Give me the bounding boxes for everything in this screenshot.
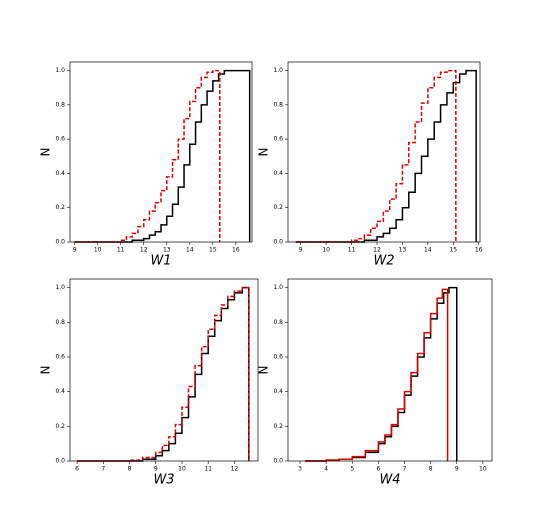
y-tick-label: 0.6 — [55, 136, 65, 143]
x-axis-label: W1 — [150, 254, 171, 269]
y-tick-label: 0.2 — [273, 204, 283, 211]
y-tick-label: 1.0 — [55, 284, 65, 291]
x-tick-label: 11 — [117, 247, 125, 254]
y-tick-label: 0.0 — [273, 239, 283, 246]
x-tick-label: 11 — [348, 247, 356, 254]
x-tick-label: 11 — [204, 466, 212, 473]
y-tick-label: 0.4 — [273, 388, 283, 395]
cumulative-line — [305, 288, 449, 462]
x-tick-label: 12 — [140, 247, 148, 254]
cumulative-line — [74, 69, 221, 243]
x-tick-label: 15 — [209, 247, 217, 254]
y-tick-label: 0.2 — [55, 204, 65, 211]
x-tick-label: 16 — [475, 247, 483, 254]
x-tick-label: 9 — [455, 466, 459, 473]
y-axis-label: N — [257, 366, 271, 375]
cumulative-line — [77, 286, 250, 462]
x-tick-label: 9 — [299, 247, 303, 254]
y-tick-label: 1.0 — [273, 67, 283, 74]
y-tick-label: 0.6 — [273, 354, 283, 361]
cumulative-line — [77, 286, 250, 462]
axes-frame — [69, 278, 259, 462]
x-tick-label: 14 — [424, 247, 432, 254]
cumulative-line — [295, 69, 457, 243]
y-tick-label: 0.0 — [55, 239, 65, 246]
x-tick-label: 12 — [373, 247, 381, 254]
y-tick-label: 0.0 — [55, 458, 65, 465]
y-tick-label: 0.4 — [273, 170, 283, 177]
x-tick-label: 13 — [163, 247, 171, 254]
x-tick-label: 6 — [75, 466, 79, 473]
x-tick-label: 10 — [94, 247, 102, 254]
cumulative-line — [295, 69, 477, 243]
x-tick-label: 7 — [403, 466, 407, 473]
axes-frame — [287, 278, 493, 462]
x-tick-label: 13 — [399, 247, 407, 254]
x-tick-label: 9 — [154, 466, 158, 473]
y-tick-label: 0.6 — [273, 136, 283, 143]
y-tick-label: 0.2 — [273, 423, 283, 430]
y-tick-label: 0.0 — [273, 458, 283, 465]
y-tick-label: 0.4 — [55, 170, 65, 177]
x-tick-label: 8 — [128, 466, 132, 473]
x-tick-label: 6 — [376, 466, 380, 473]
cumulative-line — [74, 69, 251, 243]
y-tick-label: 1.0 — [273, 284, 283, 291]
y-axis-label: N — [257, 148, 271, 157]
x-axis-label: W2 — [373, 254, 394, 269]
x-tick-label: 4 — [324, 466, 328, 473]
y-tick-label: 1.0 — [55, 67, 65, 74]
x-tick-label: 3 — [298, 466, 302, 473]
x-tick-label: 10 — [322, 247, 330, 254]
y-tick-label: 0.8 — [55, 101, 65, 108]
axes-frame — [69, 61, 253, 243]
y-tick-label: 0.8 — [273, 319, 283, 326]
x-tick-label: 12 — [231, 466, 239, 473]
x-axis-label: W4 — [379, 473, 400, 488]
y-tick-label: 0.8 — [55, 319, 65, 326]
x-tick-label: 9 — [73, 247, 77, 254]
x-tick-label: 10 — [479, 466, 487, 473]
y-tick-label: 0.4 — [55, 388, 65, 395]
y-tick-label: 0.8 — [273, 101, 283, 108]
x-tick-label: 14 — [186, 247, 194, 254]
x-tick-label: 7 — [101, 466, 105, 473]
axes-frame — [287, 61, 481, 243]
x-tick-label: 16 — [232, 247, 240, 254]
x-tick-label: 15 — [449, 247, 457, 254]
x-tick-label: 10 — [178, 466, 186, 473]
x-axis-label: W3 — [153, 473, 174, 488]
y-axis-label: N — [39, 148, 53, 157]
x-tick-label: 8 — [429, 466, 433, 473]
y-axis-label: N — [39, 366, 53, 375]
y-tick-label: 0.6 — [55, 354, 65, 361]
x-tick-label: 5 — [350, 466, 354, 473]
y-tick-label: 0.2 — [55, 423, 65, 430]
